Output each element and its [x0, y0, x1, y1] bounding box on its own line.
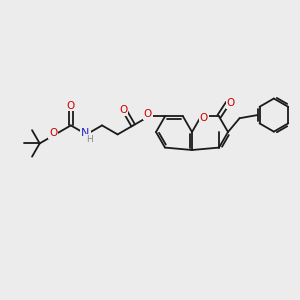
Text: N: N — [81, 128, 90, 138]
Text: O: O — [49, 128, 57, 138]
Text: O: O — [67, 100, 75, 111]
Text: H: H — [86, 135, 93, 144]
Text: O: O — [200, 113, 208, 123]
Text: O: O — [227, 98, 235, 108]
Text: O: O — [144, 110, 152, 119]
Text: O: O — [119, 105, 128, 115]
